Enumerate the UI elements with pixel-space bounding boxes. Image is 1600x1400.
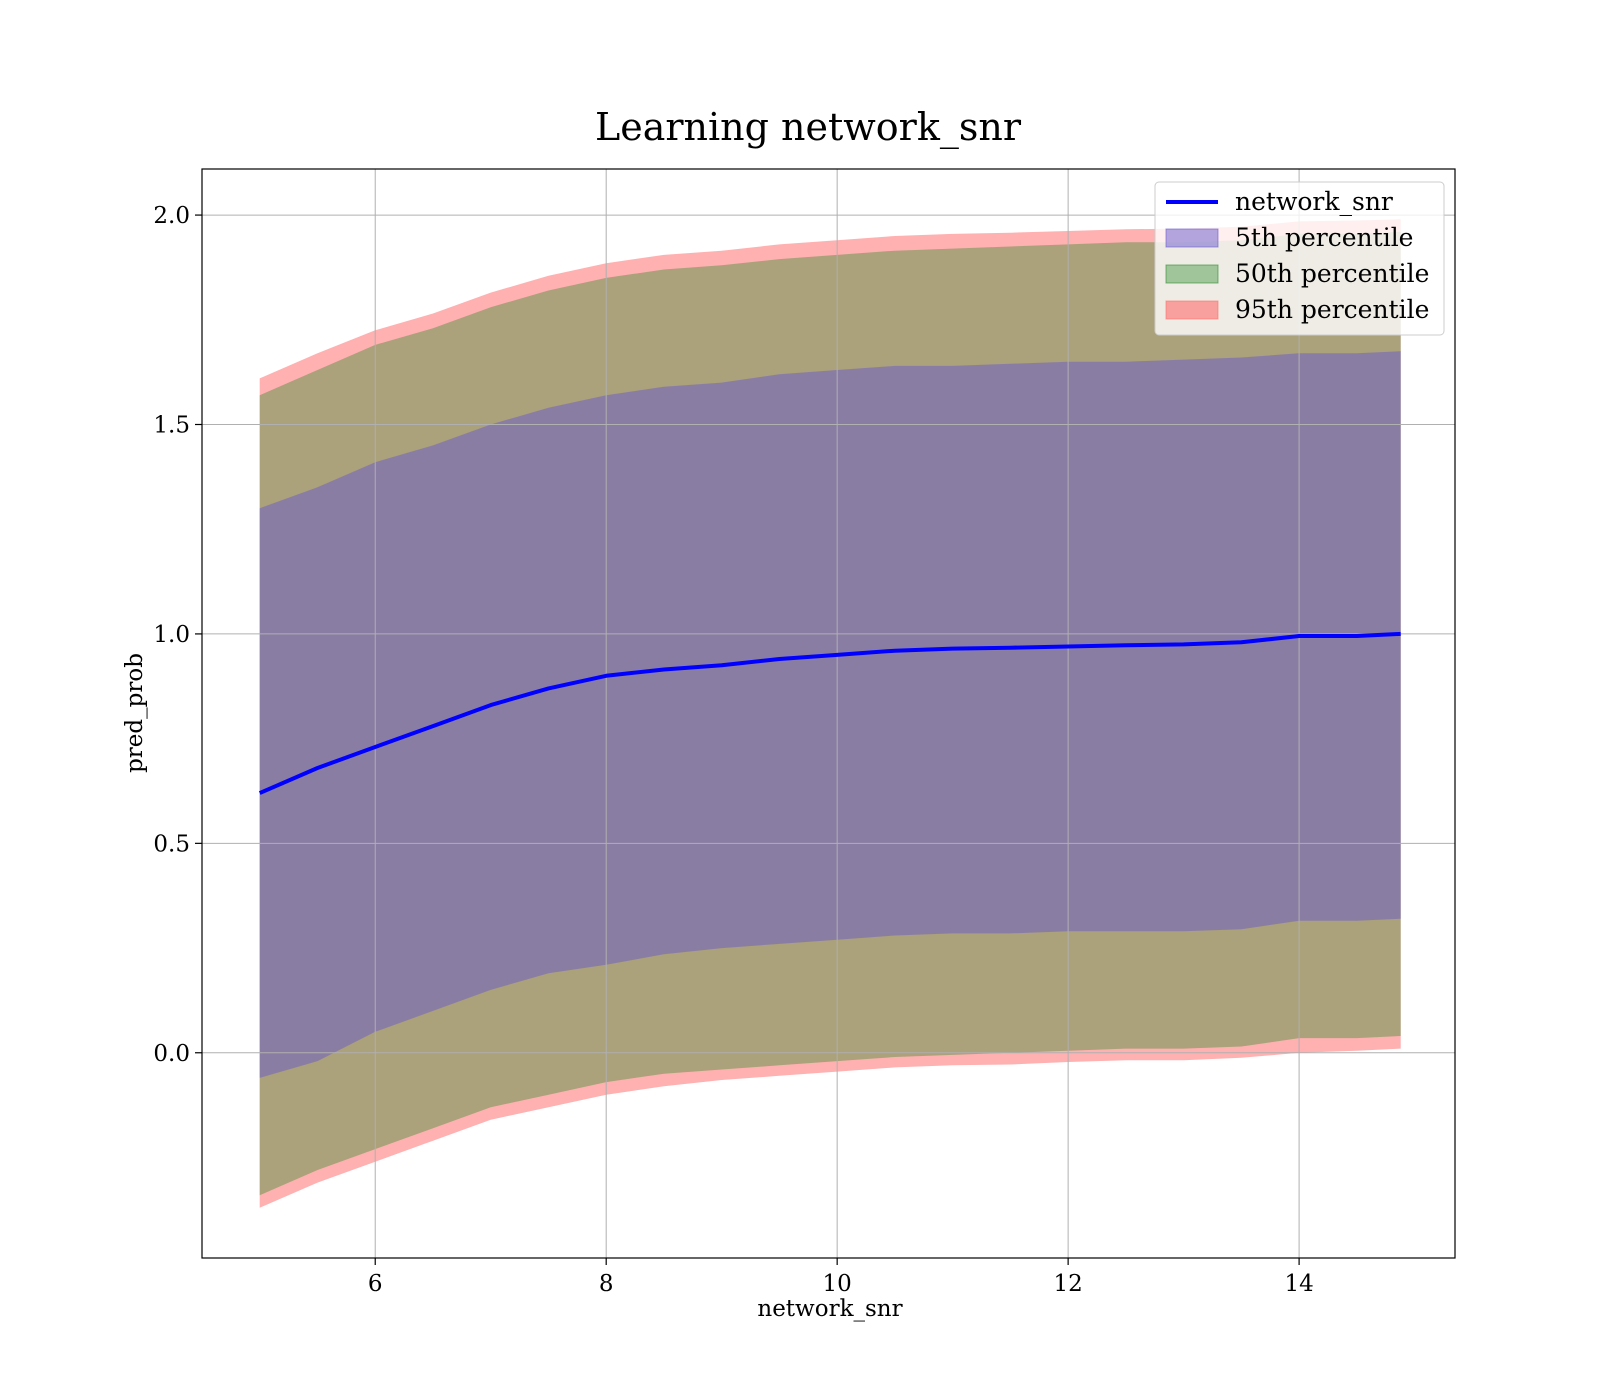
x-tick-label: 14 bbox=[1284, 1271, 1313, 1297]
band-5th bbox=[259, 351, 1401, 1078]
legend-swatch bbox=[1165, 264, 1219, 284]
legend: network_snr 5th percentile 50th percentile… bbox=[1154, 181, 1445, 336]
legend-label: 50th percentile bbox=[1235, 259, 1429, 288]
plot-frame bbox=[201, 168, 1456, 1259]
y-tick-label: 2.0 bbox=[153, 203, 190, 229]
y-tick-label: 1.5 bbox=[153, 412, 190, 438]
legend-swatch bbox=[1165, 228, 1219, 248]
legend-label: 5th percentile bbox=[1235, 223, 1413, 252]
x-tick-label: 6 bbox=[368, 1271, 383, 1297]
x-axis-label: network_snr bbox=[757, 1296, 902, 1322]
x-tick-label: 8 bbox=[599, 1271, 614, 1297]
plot-area: 6 8 10 12 14 0.0 0.5 1.0 1.5 2.0 bbox=[153, 168, 1456, 1297]
chart-title: Learning network_snr bbox=[595, 105, 1022, 150]
legend-box bbox=[1154, 181, 1445, 336]
y-tick-label: 0.5 bbox=[153, 831, 190, 857]
legend-label: network_snr bbox=[1235, 187, 1393, 216]
y-tick-label: 0.0 bbox=[153, 1041, 190, 1067]
x-tick-label: 12 bbox=[1053, 1271, 1082, 1297]
legend-label: 95th percentile bbox=[1235, 295, 1429, 324]
x-tick-label: 10 bbox=[823, 1271, 852, 1297]
y-axis-label: pred_prob bbox=[122, 653, 148, 773]
y-tick-label: 1.0 bbox=[153, 622, 190, 648]
line-network-snr bbox=[258, 631, 1401, 795]
legend-swatch bbox=[1165, 300, 1219, 320]
